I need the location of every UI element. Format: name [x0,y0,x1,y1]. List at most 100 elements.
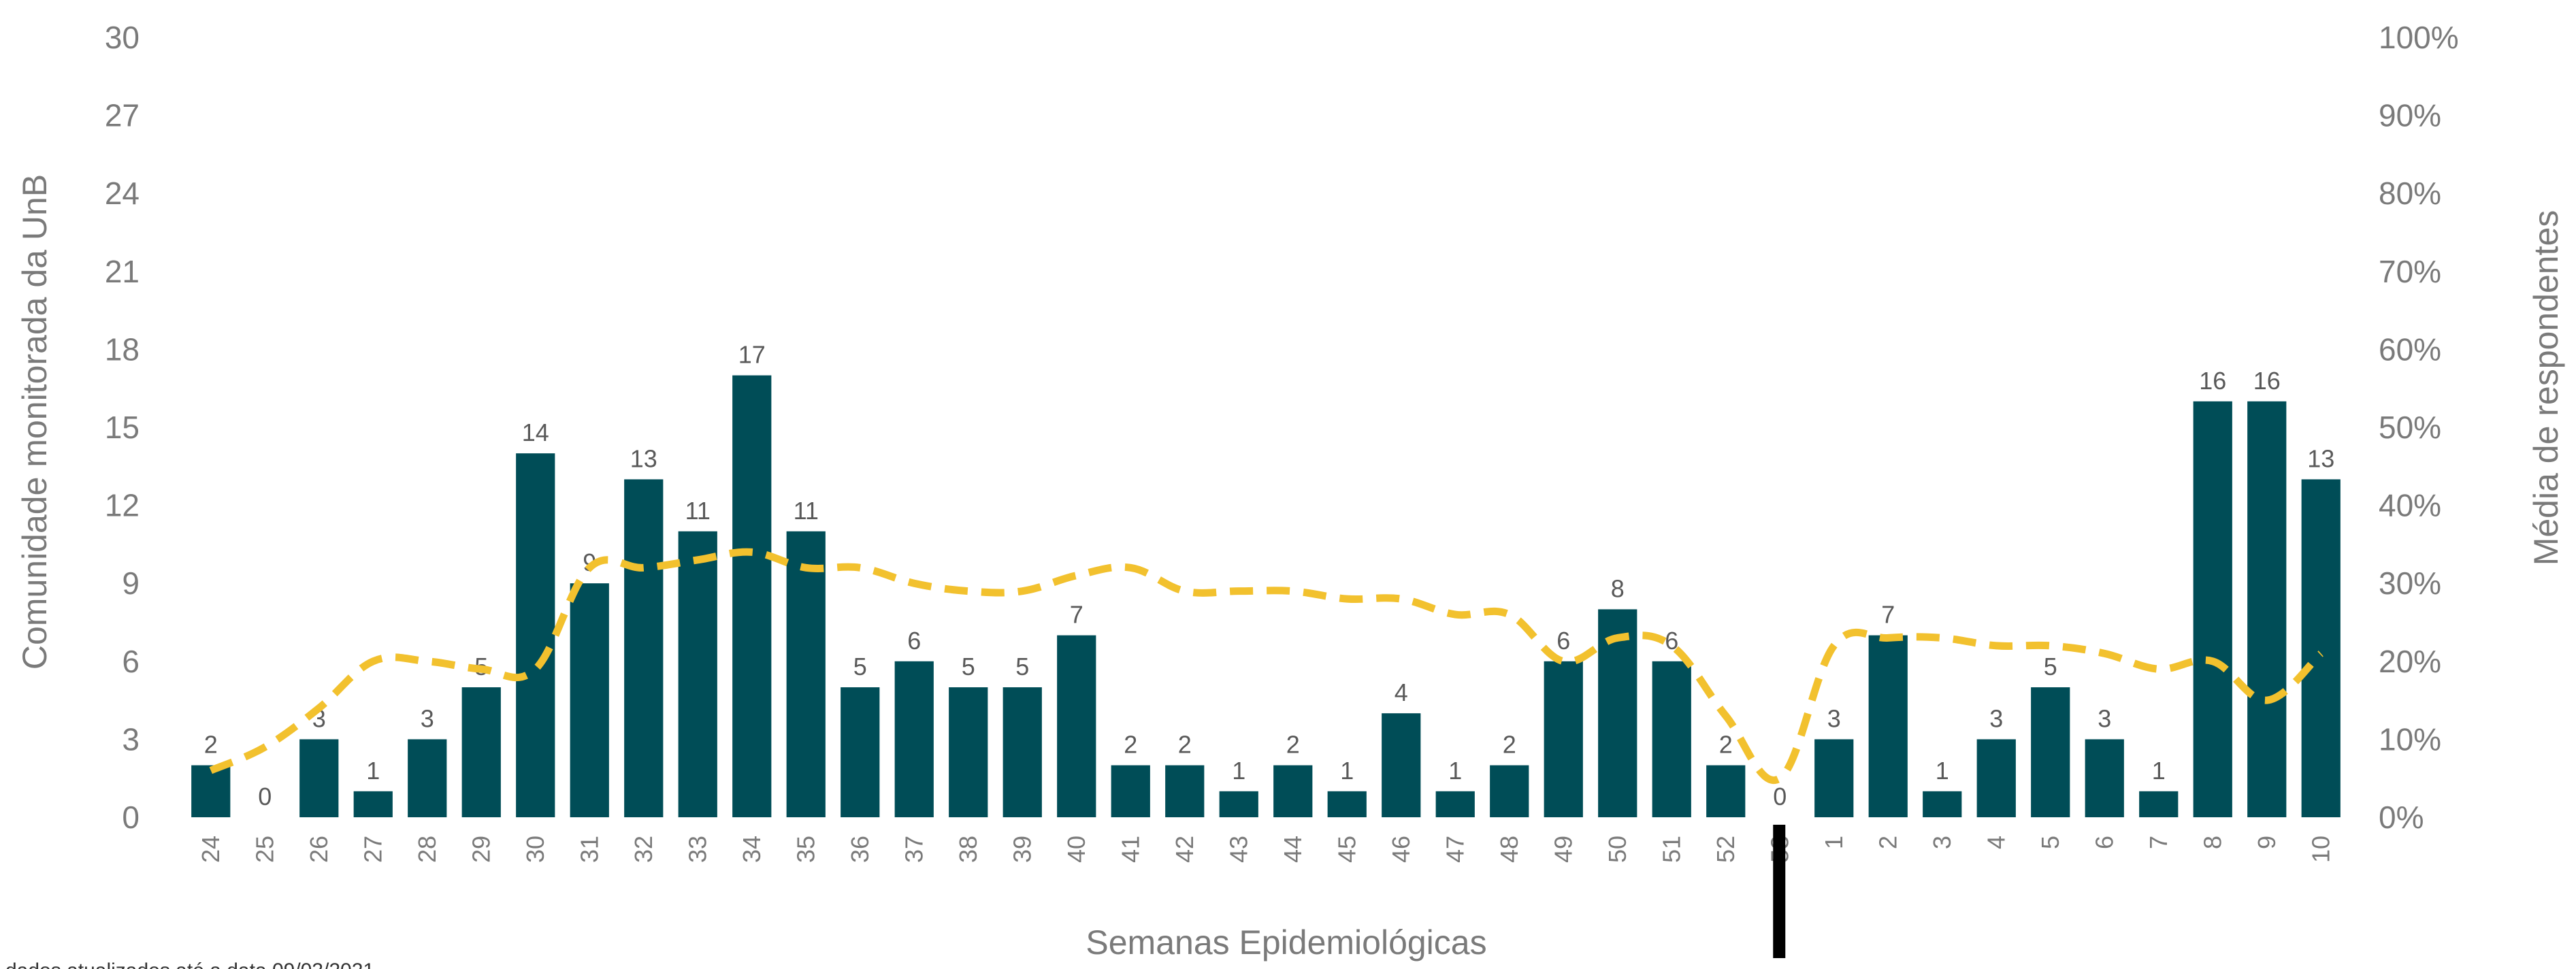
x-tick-48: 48 [1495,836,1523,863]
x-tick-37: 37 [900,836,928,863]
y2-tick-50%: 50% [2379,410,2441,445]
y2-tick-10%: 10% [2379,721,2441,757]
x-tick-7: 7 [2145,836,2172,849]
x-tick-43: 43 [1224,836,1252,863]
data-label-25: 0 [258,783,272,810]
respondent-ratio-line [209,548,2324,784]
y-tick-21: 21 [105,254,140,289]
bar-32 [624,479,664,817]
data-label-50: 8 [1611,574,1625,602]
x-tick-41: 41 [1116,836,1144,863]
x-tick-24: 24 [197,836,225,863]
bar-41 [1111,765,1150,817]
data-label-41: 2 [1124,731,1137,759]
data-label-39: 5 [1015,653,1029,680]
x-tick-38: 38 [954,836,982,863]
data-label-46: 4 [1395,678,1408,706]
y2-axis-title: Média de respondentes [2527,210,2565,566]
bar-7 [2139,791,2179,817]
bar-49 [1544,661,1583,817]
bar-31 [570,583,609,817]
bar-8 [2193,401,2232,817]
bar-27 [353,791,393,817]
y-axis-title: Comunidade monitorada da UnB [16,174,54,670]
data-label-6: 3 [2098,704,2111,732]
x-tick-25: 25 [250,836,278,863]
data-label-37: 6 [907,627,921,655]
bar-3 [1923,791,1962,817]
data-label-27: 1 [366,757,380,785]
footnote: dados atualizados até a data 09/03/2021 [5,959,374,969]
x-tick-3: 3 [1928,836,1956,849]
x-tick-40: 40 [1062,836,1090,863]
x-tick-26: 26 [305,836,333,863]
x-tick-28: 28 [413,836,441,863]
data-label-4: 3 [1989,704,2003,732]
bar-36 [841,687,880,817]
y2-tick-40%: 40% [2379,488,2441,523]
bar-48 [1490,765,1529,817]
data-label-24: 2 [204,731,218,759]
x-tick-32: 32 [630,836,657,863]
data-label-5: 5 [2044,653,2057,680]
bar-40 [1057,635,1096,817]
data-label-40: 7 [1070,601,1083,629]
x-tick-34: 34 [738,836,766,863]
data-label-32: 13 [630,444,657,472]
bar-39 [1002,687,1042,817]
data-label-44: 2 [1286,731,1300,759]
x-tick-29: 29 [467,836,495,863]
x-tick-2: 2 [1874,836,1902,849]
data-label-47: 1 [1448,757,1462,785]
y2-tick-30%: 30% [2379,565,2441,601]
bar-50 [1598,609,1637,817]
y2-tick-70%: 70% [2379,254,2441,289]
y2-tick-90%: 90% [2379,98,2441,133]
data-label-8: 16 [2199,367,2226,395]
x-tick-52: 52 [1712,836,1740,863]
x-tick-50: 50 [1603,836,1631,863]
x-tick-9: 9 [2253,836,2281,849]
bar-35 [786,531,826,817]
data-label-49: 6 [1556,627,1570,655]
x-axis-ticks: 24 25 26 27 28 29 30 31 32 33 34 35 36 37 38 39 40 41 42 43… [197,836,2335,863]
data-label-35: 11 [794,497,819,525]
x-tick-36: 36 [846,836,874,863]
y2-tick-100%: 100% [2379,20,2459,55]
x-tick-27: 27 [359,836,387,863]
x-tick-5: 5 [2036,836,2064,849]
data-label-48: 2 [1503,731,1516,759]
y-tick-24: 24 [105,176,140,211]
bar-2 [1868,635,1908,817]
bar-51 [1652,661,1691,817]
y2-tick-80%: 80% [2379,176,2441,211]
x-tick-49: 49 [1549,836,1577,863]
y-tick-12: 12 [105,488,140,523]
data-label-1: 3 [1827,704,1841,732]
x-tick-47: 47 [1441,836,1469,863]
y2-tick-20%: 20% [2379,644,2441,679]
bar-46 [1382,713,1421,817]
bar-43 [1219,791,1258,817]
y-tick-6: 6 [122,644,140,679]
bar-24 [191,765,231,817]
x-tick-44: 44 [1279,836,1307,863]
bar-9 [2247,401,2287,817]
data-label-30: 14 [522,418,549,446]
x-tick-1: 1 [1820,836,1848,849]
data-label-45: 1 [1340,757,1354,785]
y-tick-18: 18 [105,331,140,367]
data-label-52: 2 [1719,731,1733,759]
y-tick-27: 27 [105,98,140,133]
data-label-28: 3 [421,704,434,732]
bar-52 [1706,765,1746,817]
data-label-36: 5 [853,653,867,680]
bar-4 [1976,739,2016,817]
bar-44 [1273,765,1313,817]
data-label-2: 7 [1881,601,1895,629]
x-tick-31: 31 [575,836,603,863]
y2-tick-0%: 0% [2379,800,2424,835]
x-tick-4: 4 [1982,836,2010,849]
